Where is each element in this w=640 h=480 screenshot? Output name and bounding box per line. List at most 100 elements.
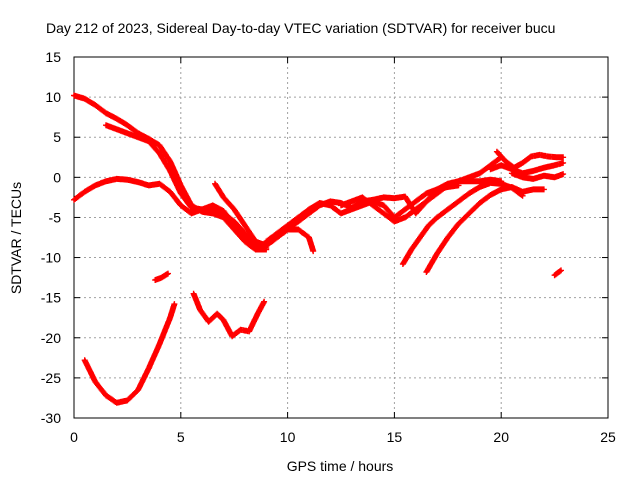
data-point xyxy=(561,156,565,159)
data-point xyxy=(126,124,129,127)
data-point xyxy=(104,394,108,397)
data-point xyxy=(222,318,225,322)
data-point xyxy=(136,132,140,135)
data-point xyxy=(521,172,524,175)
data-point xyxy=(265,244,268,247)
data-point xyxy=(382,212,385,215)
data-point xyxy=(115,117,118,121)
data-point xyxy=(173,302,176,306)
plot-frame xyxy=(73,56,609,419)
data-point xyxy=(425,270,428,274)
series-track-8 xyxy=(423,184,547,275)
data-point xyxy=(136,180,140,184)
data-point xyxy=(547,155,550,158)
data-point xyxy=(561,161,565,165)
data-point xyxy=(239,328,242,331)
data-point xyxy=(553,274,556,277)
data-point xyxy=(297,228,300,231)
data-point xyxy=(168,316,172,319)
x-tick-label: 15 xyxy=(387,429,403,445)
data-point xyxy=(489,181,492,185)
data-point xyxy=(339,212,343,215)
ticks: 0 5 10 15 20 25 -30 -25 -20 -15 -10 -5 0 5 10 15 xyxy=(41,49,616,445)
data-point xyxy=(190,206,193,209)
data-point xyxy=(158,343,161,346)
data-point xyxy=(115,177,118,181)
y-tick-label: 15 xyxy=(45,49,61,65)
y-tick-label: 0 xyxy=(53,169,61,185)
y-tick-label: -30 xyxy=(41,410,61,426)
data-point xyxy=(532,169,535,173)
series-track-11 xyxy=(508,170,567,182)
series-markers xyxy=(551,267,564,279)
data-point xyxy=(233,220,236,223)
data-point xyxy=(126,399,129,402)
data-point xyxy=(254,240,257,243)
data-point xyxy=(179,192,182,195)
data-point xyxy=(521,161,524,165)
data-point xyxy=(468,176,471,179)
data-point xyxy=(401,262,405,266)
grid xyxy=(74,57,608,418)
data-point xyxy=(104,112,108,115)
series-track-10 xyxy=(493,148,567,171)
data-point xyxy=(94,184,97,187)
data-point xyxy=(329,200,332,203)
data-point xyxy=(468,180,471,183)
data-point xyxy=(542,188,546,191)
data-point xyxy=(115,401,118,404)
data-point xyxy=(243,232,247,235)
data-point xyxy=(500,164,503,167)
data-point xyxy=(403,208,407,211)
data-point xyxy=(542,174,546,177)
data-point xyxy=(521,190,524,193)
series-markers xyxy=(263,182,462,245)
data-point xyxy=(468,212,471,215)
data-point xyxy=(553,164,556,167)
data-point xyxy=(532,177,535,181)
data-point xyxy=(410,248,413,251)
data-point xyxy=(126,132,129,135)
data-point xyxy=(179,184,182,187)
series-markers xyxy=(399,179,526,267)
data-point xyxy=(457,180,460,183)
data-point xyxy=(211,208,214,211)
data-point xyxy=(489,193,492,197)
series-track-12 xyxy=(81,301,178,406)
data-point xyxy=(532,188,535,191)
data-point xyxy=(233,208,236,211)
data-series xyxy=(71,92,567,406)
data-point xyxy=(275,232,279,235)
data-point xyxy=(147,140,150,143)
data-point xyxy=(243,224,247,227)
series-track-7 xyxy=(399,179,526,267)
data-point xyxy=(213,182,217,185)
data-point xyxy=(555,156,558,159)
x-tick-label: 5 xyxy=(177,429,185,445)
data-point xyxy=(538,153,541,157)
data-point xyxy=(559,269,563,272)
y-tick-label: -25 xyxy=(41,370,61,386)
data-point xyxy=(168,160,172,163)
data-point xyxy=(510,172,514,175)
data-point xyxy=(393,197,396,200)
data-point xyxy=(435,216,439,219)
data-point xyxy=(286,224,289,227)
data-point xyxy=(262,300,266,303)
data-point xyxy=(510,185,514,189)
data-point xyxy=(94,380,97,384)
data-point xyxy=(457,222,460,226)
data-point xyxy=(512,166,516,169)
data-point xyxy=(425,192,428,195)
data-point xyxy=(83,97,86,100)
data-point xyxy=(211,204,214,207)
data-point xyxy=(72,198,76,201)
data-point xyxy=(478,201,481,205)
data-point xyxy=(222,196,225,199)
data-point xyxy=(446,236,449,239)
data-point xyxy=(201,208,204,211)
data-point xyxy=(478,185,481,189)
data-point xyxy=(136,388,140,392)
series-track-5 xyxy=(263,182,462,245)
